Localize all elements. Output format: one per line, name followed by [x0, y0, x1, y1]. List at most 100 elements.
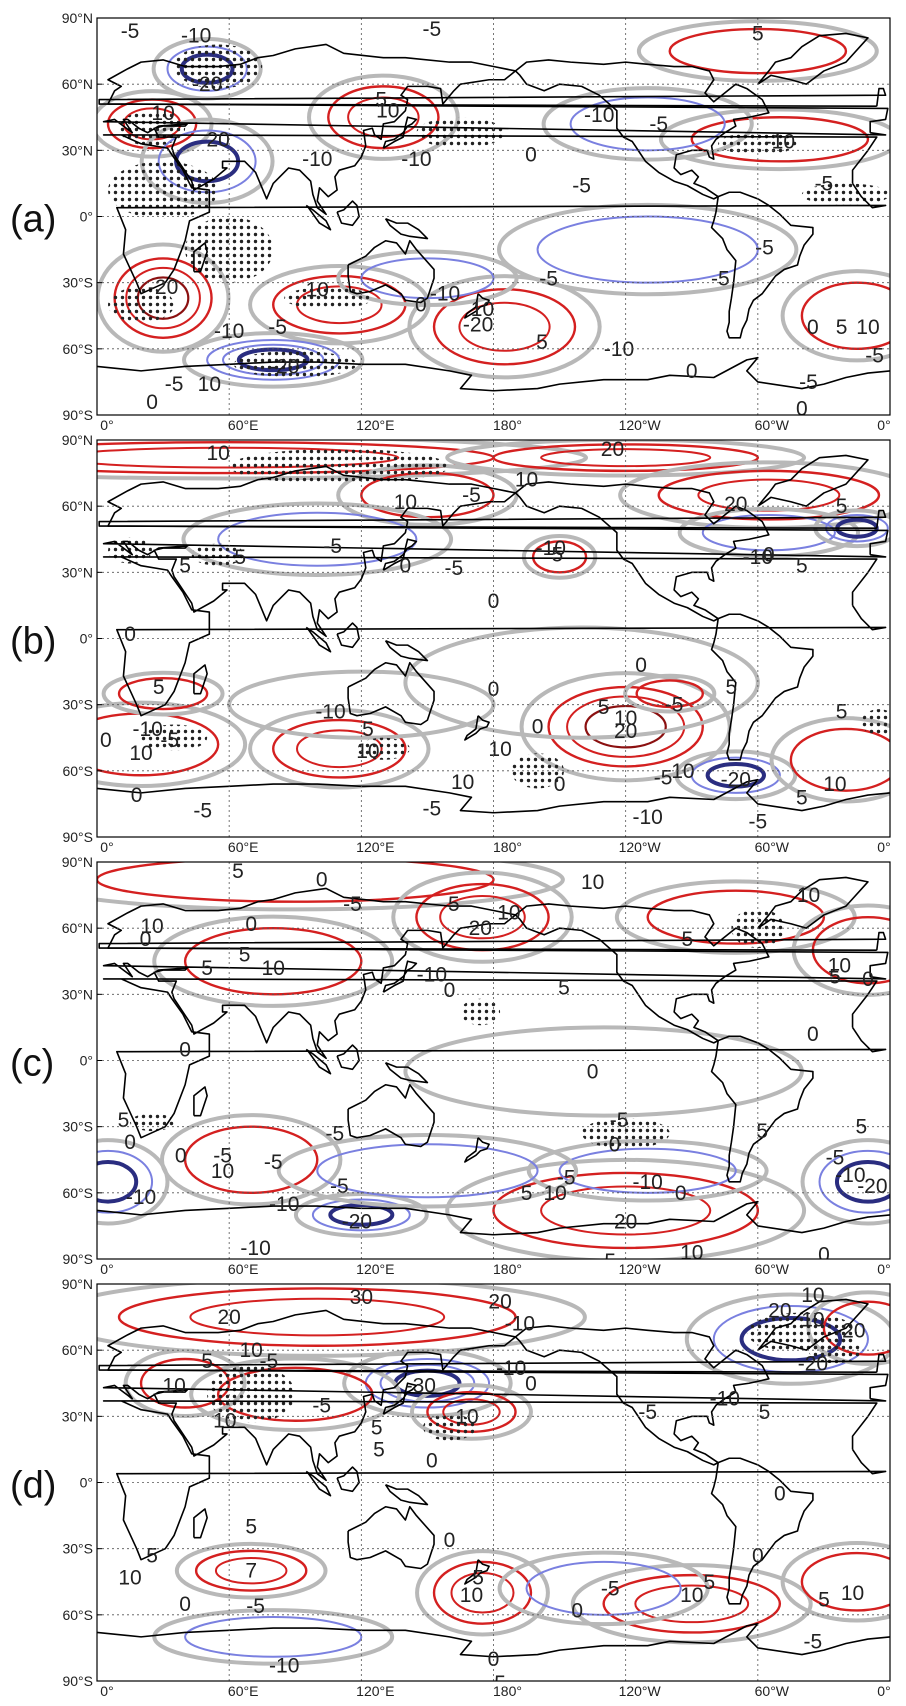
contour-label: -10 — [496, 1357, 526, 1380]
contour-label: 0 — [444, 1529, 456, 1552]
contour-label: 0 — [818, 1244, 830, 1267]
significance-stipple — [284, 287, 373, 310]
contour-label: 10 — [240, 1339, 263, 1362]
contour-label: -10 — [181, 25, 211, 48]
contour-line — [248, 708, 431, 790]
coastline — [464, 1137, 490, 1163]
significance-stipple — [423, 1414, 476, 1441]
contour-line — [293, 1192, 429, 1238]
contour-label: 5 — [239, 944, 251, 967]
y-tick-label: 0° — [80, 631, 93, 647]
coastline — [305, 1470, 332, 1497]
contour-label: 10 — [797, 884, 820, 907]
panel-label: (a) — [10, 199, 56, 241]
y-tick-label: 30°S — [62, 1119, 93, 1135]
x-tick-label: 60°E — [228, 1261, 259, 1277]
contour-label: 20 — [469, 917, 492, 940]
y-tick-label: 30°S — [62, 697, 93, 713]
significance-stipple — [416, 117, 505, 149]
contour-label: 0 — [140, 928, 152, 951]
contour-label: -30 — [406, 1374, 436, 1397]
coastline — [464, 1559, 490, 1585]
contour-label: 0 — [675, 1182, 687, 1205]
contour-label: 0 — [175, 1144, 187, 1167]
contour-label: -10 — [743, 546, 773, 569]
contour-label: -20 — [721, 769, 751, 792]
contour-line — [800, 281, 890, 351]
contour-line — [307, 73, 460, 161]
contour-line — [531, 540, 588, 574]
contour-line — [97, 700, 248, 789]
y-tick-label: 30°N — [62, 142, 93, 158]
x-tick-label: 60°W — [755, 1261, 790, 1277]
contour-label: 5 — [759, 1401, 771, 1424]
contour-label: -10 — [604, 338, 634, 361]
contour-line — [97, 440, 588, 481]
contour-line — [497, 202, 799, 297]
contour-label: 5 — [232, 860, 244, 883]
coastline — [305, 1048, 332, 1075]
contour-line — [97, 862, 565, 912]
contour-line — [634, 1584, 750, 1624]
contour-label: 5 — [552, 544, 564, 567]
y-tick-label: 60°N — [62, 1342, 93, 1358]
contour-label: 20 — [217, 1306, 240, 1329]
coastline — [384, 1061, 429, 1084]
contour-line — [174, 1541, 328, 1600]
contour-label: -5 — [665, 694, 684, 717]
coastline — [382, 1382, 418, 1415]
y-tick-label: 60°N — [62, 76, 93, 92]
coastline — [710, 1457, 814, 1605]
x-tick-label: 120°E — [356, 1261, 394, 1277]
contour-line — [328, 1203, 395, 1227]
contour-label: 0 — [525, 144, 537, 167]
x-tick-label: 180° — [493, 1683, 522, 1699]
contour-line — [834, 1160, 890, 1204]
y-tick-label: 60°N — [62, 498, 93, 514]
contour-label: -10 — [584, 104, 614, 127]
contour-label: 0 — [796, 397, 808, 420]
x-tick-label: 0° — [877, 1261, 890, 1277]
contour-label: -20 — [798, 1352, 828, 1375]
significance-stipple — [108, 161, 219, 219]
contour-label: 5 — [375, 89, 387, 112]
contour-label: 0 — [400, 555, 412, 578]
coastline — [193, 1086, 208, 1117]
coastline — [102, 465, 889, 638]
coastline — [757, 876, 869, 929]
panel-label: (b) — [10, 621, 56, 663]
contour-label: 0 — [179, 1593, 191, 1616]
significance-stipple — [233, 351, 357, 378]
contour-label: 10 — [460, 1584, 483, 1607]
contour-line — [336, 249, 519, 308]
contour-label: -10 — [633, 1171, 663, 1194]
x-tick-label: 0° — [100, 417, 113, 433]
coastline — [97, 1200, 890, 1236]
coastline — [98, 1353, 887, 1374]
contour-label: 0 — [179, 1038, 191, 1061]
coastline — [347, 1083, 435, 1148]
coastline — [336, 1466, 360, 1493]
contour-label: 0 — [862, 968, 874, 991]
contour-label: 0 — [635, 654, 647, 677]
contour-line — [217, 511, 418, 567]
contour-line — [409, 1383, 533, 1441]
y-tick-label: 30°N — [62, 564, 93, 580]
coastline — [464, 715, 490, 741]
contour-line — [117, 1287, 517, 1347]
contour-label: 10 — [471, 298, 494, 321]
x-tick-label: 60°E — [228, 839, 259, 855]
coastline — [193, 664, 208, 695]
contour-label: -5 — [572, 175, 591, 198]
contour-line — [646, 889, 826, 945]
contour-label: -20 — [342, 1211, 372, 1234]
contour-line — [184, 1616, 363, 1658]
coastline — [336, 622, 360, 649]
contour-label: 10 — [828, 955, 851, 978]
contour-label: 0 — [807, 1023, 819, 1046]
contour-label: -5 — [160, 729, 179, 752]
contour-label: -10 — [126, 1186, 156, 1209]
